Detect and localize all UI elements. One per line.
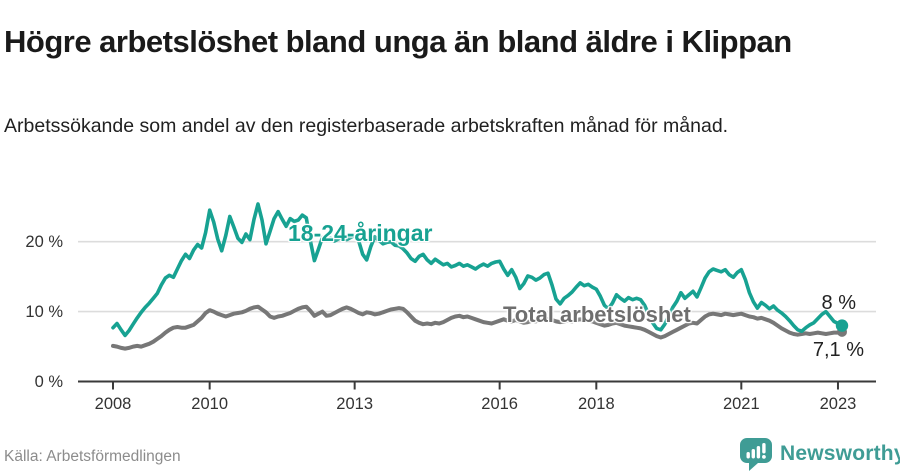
x-tick-label: 2021 <box>723 395 760 413</box>
brand-name: Newsworthy <box>780 442 900 465</box>
logo-bubble-shape <box>740 438 772 471</box>
logo-bar-large <box>756 446 761 459</box>
source-attribution: Källa: Arbetsförmedlingen <box>4 448 181 465</box>
series-end-dot-young <box>835 319 849 332</box>
y-tick-label: 0 % <box>35 373 64 391</box>
x-tick-label: 2016 <box>481 395 518 413</box>
newsworthy-brand: Newsworthy <box>739 437 900 471</box>
logo-bar-medium <box>751 449 755 459</box>
logo-exclamation-bar <box>762 443 766 454</box>
x-tick-label: 2008 <box>95 395 132 413</box>
series-label-total: Total arbetslöshet <box>503 302 691 327</box>
series-label-young: 18-24-åringar <box>288 220 433 246</box>
newsworthy-logo-icon <box>740 438 772 471</box>
y-tick-label: 10 % <box>25 303 63 321</box>
x-tick-label: 2018 <box>578 395 615 413</box>
logo-bar-small <box>746 452 750 459</box>
page-title: Högre arbetslöshet bland unga än bland ä… <box>4 23 792 59</box>
chart-subtitle: Arbetssökande som andel av den registerb… <box>4 114 729 137</box>
end-value-label-total: 7,1 % <box>812 339 864 361</box>
end-value-label-young: 8 % <box>821 292 856 314</box>
logo-exclamation-dot <box>762 455 766 459</box>
x-tick-label: 2010 <box>191 395 228 413</box>
y-tick-label: 20 % <box>25 233 63 251</box>
series-line-young <box>111 202 844 338</box>
x-tick-label: 2023 <box>820 395 857 413</box>
series-line-total <box>111 304 844 351</box>
x-tick-label: 2013 <box>336 395 373 413</box>
